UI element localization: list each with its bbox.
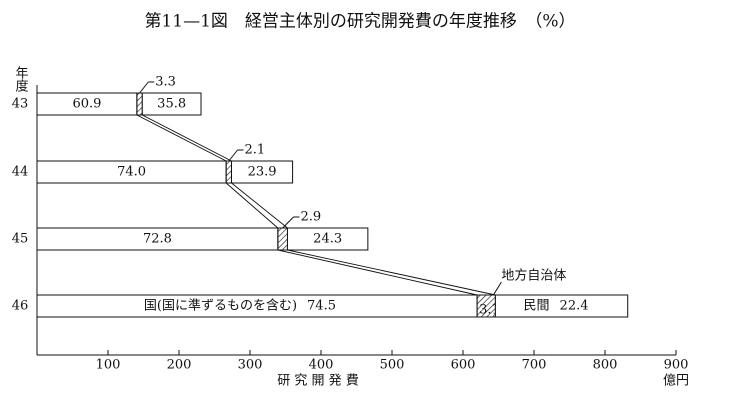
value-label: 22.4 [560, 299, 589, 314]
x-unit: 億円 [663, 373, 689, 389]
value-label: 74.0 [117, 165, 146, 180]
bar-segment [225, 160, 233, 184]
connector [142, 114, 232, 162]
value-label: 23.9 [248, 165, 277, 180]
series-name: 国(国に準ずるものを含む) [144, 298, 297, 314]
value-label: 74.5 [307, 299, 336, 314]
connector [287, 249, 496, 296]
value-label: 2.1 [245, 143, 266, 158]
leader [139, 81, 149, 94]
x-tick-label: 300 [238, 358, 263, 373]
bar-segment [141, 92, 202, 116]
x-axis-label: 研 究 開 発 費 [277, 374, 359, 389]
x-tick-label: 800 [593, 358, 618, 373]
y-tick-label: 45 [12, 232, 29, 247]
value-label: 3.1 [479, 303, 500, 318]
x-tick-label: 600 [451, 358, 476, 373]
connector [136, 114, 227, 162]
value-label: 35.8 [157, 97, 186, 112]
y-tick-label: 43 [12, 97, 29, 112]
leader [228, 149, 238, 162]
bar-segment [231, 160, 294, 184]
leader [492, 281, 502, 296]
bar-segment [136, 92, 143, 116]
x-tick-label: 900 [664, 358, 689, 373]
chart-title: 第11—1図 経営主体別の研究開発費の年度推移 （%） [144, 12, 575, 32]
value-label: 60.9 [72, 97, 101, 112]
y-tick-label: 44 [12, 165, 29, 180]
y-axis-label: 年度 [13, 66, 29, 92]
series-name: 地方自治体 [501, 268, 566, 284]
x-tick-label: 200 [167, 358, 192, 373]
y-tick-label: 46 [12, 299, 29, 314]
bar-segment [494, 294, 629, 318]
value-label: 3.3 [155, 75, 176, 90]
x-tick-label: 700 [522, 358, 547, 373]
x-tick-label: 400 [309, 358, 334, 373]
connector [277, 249, 478, 296]
value-label: 2.9 [300, 210, 321, 225]
connector [231, 182, 288, 229]
x-tick-label: 100 [96, 358, 121, 373]
series-name: 民間 [524, 299, 550, 314]
value-label: 24.3 [313, 232, 342, 247]
x-tick-label: 500 [380, 358, 405, 373]
connector [225, 182, 279, 229]
value-label: 72.8 [143, 232, 172, 247]
bar-segment [277, 227, 288, 251]
bar-segment [286, 227, 369, 251]
leader [282, 216, 294, 229]
